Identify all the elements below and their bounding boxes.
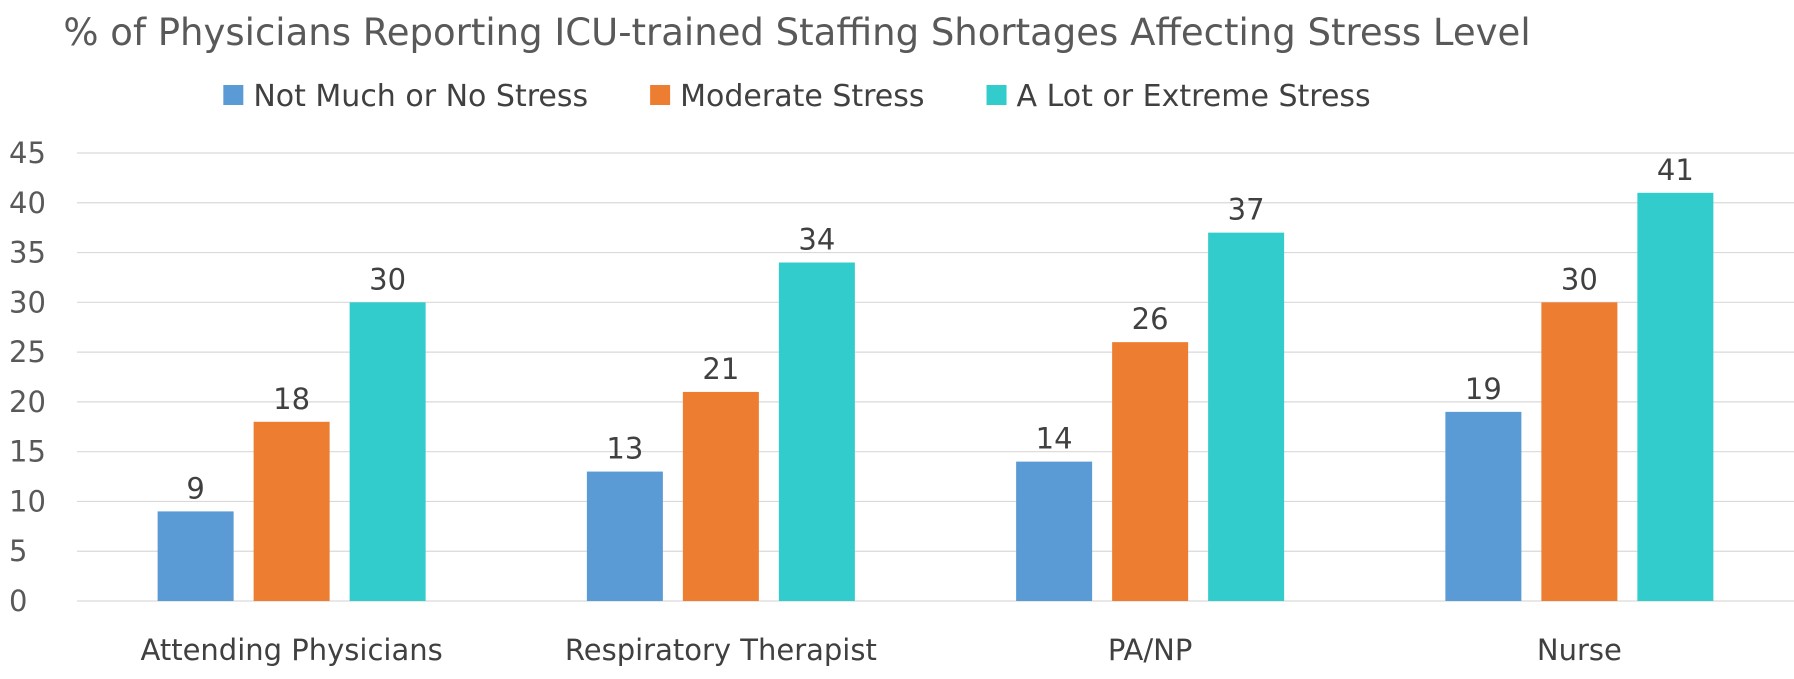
x-category-label: PA/NP xyxy=(1108,633,1192,667)
bar-nurse-not-much-or-no-stress xyxy=(1445,411,1522,601)
data-label: 21 xyxy=(702,352,739,386)
data-label: 14 xyxy=(1036,422,1073,456)
legend: Not Much or No Stress Moderate Stress A Lo… xyxy=(223,79,1371,114)
legend-label: A Lot or Extreme Stress xyxy=(1017,79,1371,114)
bar-nurse-moderate-stress xyxy=(1541,302,1618,601)
legend-label: Moderate Stress xyxy=(680,79,924,114)
data-labels: 9 18 30 13 21 34 14 26 37 19 30 41 xyxy=(186,153,1693,506)
chart-title: % of Physicians Reporting ICU-trained St… xyxy=(63,11,1530,54)
data-label: 30 xyxy=(1561,262,1598,296)
legend-swatch xyxy=(986,85,1007,105)
data-label: 41 xyxy=(1657,153,1694,187)
x-category-label: Respiratory Therapist xyxy=(565,633,877,667)
y-tick-label: 5 xyxy=(9,534,27,568)
legend-label: Not Much or No Stress xyxy=(253,79,588,114)
bar-attending-physicians-a-lot-or-extreme-stress xyxy=(349,302,426,601)
bar-nurse-a-lot-or-extreme-stress xyxy=(1637,192,1714,602)
data-label: 13 xyxy=(606,432,643,466)
gridlines xyxy=(77,152,1794,602)
x-category-label: Attending Physicians xyxy=(141,633,443,667)
y-tick-label: 20 xyxy=(9,385,46,419)
x-category-label: Nurse xyxy=(1537,633,1622,667)
data-label: 30 xyxy=(369,262,406,296)
bar-pa-np-not-much-or-no-stress xyxy=(1016,461,1093,601)
bar-respiratory-therapist-moderate-stress xyxy=(682,391,759,601)
y-tick-label: 25 xyxy=(9,335,46,369)
data-label: 34 xyxy=(798,223,835,257)
bar-attending-physicians-moderate-stress xyxy=(253,421,330,601)
data-label: 19 xyxy=(1465,372,1502,406)
data-label: 37 xyxy=(1228,193,1265,227)
y-tick-label: 10 xyxy=(9,484,46,518)
legend-swatch xyxy=(650,85,671,105)
data-label: 9 xyxy=(186,471,204,505)
legend-item-moderate-stress: Moderate Stress xyxy=(650,79,925,114)
y-tick-label: 40 xyxy=(9,186,46,220)
data-label: 18 xyxy=(273,382,310,416)
y-tick-label: 45 xyxy=(9,136,46,170)
y-axis: 0 5 10 15 20 25 30 35 40 45 xyxy=(9,136,46,618)
legend-item-a-lot-or-extreme-stress: A Lot or Extreme Stress xyxy=(986,79,1371,114)
y-tick-label: 35 xyxy=(9,236,46,270)
bar-attending-physicians-not-much-or-no-stress xyxy=(157,511,234,601)
data-label: 26 xyxy=(1132,302,1169,336)
y-tick-label: 30 xyxy=(9,285,46,319)
legend-item-not-much-or-no-stress: Not Much or No Stress xyxy=(223,79,588,114)
y-tick-label: 15 xyxy=(9,435,46,469)
bar-pa-np-moderate-stress xyxy=(1112,342,1189,601)
bar-respiratory-therapist-not-much-or-no-stress xyxy=(586,471,663,601)
bars xyxy=(157,192,1714,602)
x-axis: Attending Physicians Respiratory Therapis… xyxy=(141,633,1622,667)
bar-pa-np-a-lot-or-extreme-stress xyxy=(1208,232,1285,601)
bar-respiratory-therapist-a-lot-or-extreme-stress xyxy=(778,262,855,601)
legend-swatch xyxy=(223,85,244,105)
y-tick-label: 0 xyxy=(9,584,27,618)
